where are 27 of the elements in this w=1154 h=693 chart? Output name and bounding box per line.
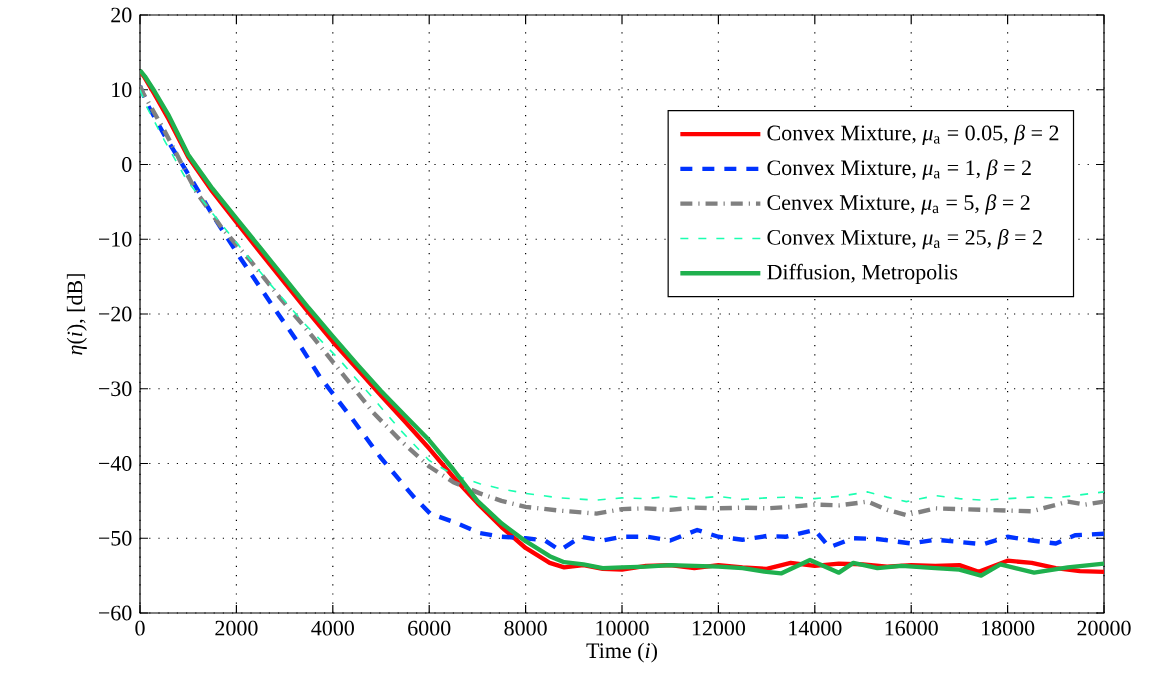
- y-tick-label: −30: [98, 381, 132, 397]
- legend-label: Convex Mixture, μ$_{a}$ = 1, β = 2: [767, 159, 1031, 180]
- y-tick-label: 20: [111, 7, 132, 23]
- x-tick-label: 4000: [311, 620, 354, 636]
- legend-label: Convex Mixture, μ$_{a}$ = 0.05, β = 2: [767, 124, 1059, 145]
- y-tick-label: −50: [98, 530, 132, 546]
- x-tick-label: 2000: [215, 620, 258, 636]
- y-tick-label: −10: [98, 231, 132, 247]
- y-tick-label: −40: [98, 456, 132, 471]
- x-tick-label: 14000: [789, 620, 842, 636]
- x-tick-label: 6000: [408, 620, 451, 636]
- legend-label: Diffusion, Metropolis: [767, 263, 958, 285]
- legend-label: Convex Mixture, μ$_{a}$ = 25, β = 2: [767, 229, 1042, 250]
- x-tick-label: 10000: [596, 620, 649, 636]
- y-tick-label: −20: [98, 306, 132, 322]
- y-tick-label: −60: [98, 605, 132, 621]
- x-tick-label: 16000: [885, 620, 938, 636]
- legend-label: Cenvex Mixture, μ$_{a}$ = 5, β = 2: [767, 194, 1030, 215]
- y-tick-label: 10: [112, 82, 132, 98]
- y-axis-title: η(i), [dB]: [66, 274, 87, 355]
- y-tick-label: 0: [122, 157, 132, 172]
- x-tick-label: 8000: [504, 620, 547, 636]
- x-axis-title: Time (i): [586, 642, 658, 663]
- x-tick-label: 0: [135, 620, 145, 636]
- x-tick-label: 20000: [1077, 620, 1131, 636]
- x-tick-label: 12000: [692, 620, 746, 636]
- x-tick-label: 18000: [982, 620, 1035, 636]
